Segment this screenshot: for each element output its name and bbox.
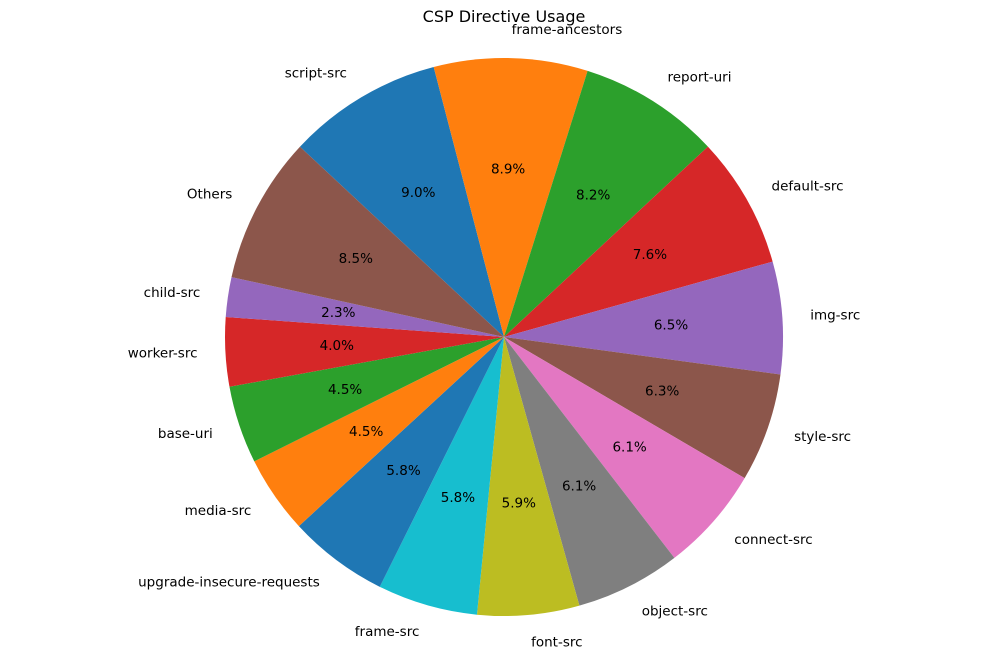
slice-percent-report-uri: 8.2%: [576, 187, 610, 203]
slice-percent-default-src: 7.6%: [633, 247, 667, 263]
slice-percent-frame-ancestors: 8.9%: [491, 162, 525, 178]
slice-percent-base-uri: 4.5%: [328, 382, 362, 398]
slice-label-style-src: style-src: [794, 429, 851, 445]
slice-label-frame-src: frame-src: [355, 624, 420, 640]
slice-object-src: [504, 337, 675, 606]
slice-label-frame-ancestors: frame-ancestors: [512, 22, 623, 38]
slice-child-src: [225, 277, 504, 337]
slice-percent-media-src: 4.5%: [349, 424, 383, 440]
slice-upgrade-insecure-requests: [298, 337, 504, 587]
slice-label-upgrade-insecure-requests: upgrade-insecure-requests: [138, 575, 320, 591]
slice-label-default-src: default-src: [772, 179, 844, 195]
slice-percent-object-src: 6.1%: [562, 479, 596, 495]
slice-percent-img-src: 6.5%: [654, 317, 688, 333]
slice-frame-ancestors: [433, 58, 588, 338]
slice-percent-style-src: 6.3%: [645, 384, 679, 400]
slice-font-src: [476, 337, 580, 617]
slice-connect-src: [504, 337, 745, 558]
slice-label-object-src: object-src: [642, 603, 708, 619]
slice-percent-script-src: 9.0%: [401, 185, 435, 201]
slice-label-img-src: img-src: [810, 308, 860, 324]
slice-percent-worker-src: 4.0%: [320, 338, 354, 354]
slice-label-others: Others: [187, 186, 232, 202]
slice-img-src: [504, 261, 783, 375]
slice-report-uri: [504, 70, 708, 337]
slice-style-src: [504, 337, 781, 479]
slice-percent-font-src: 5.9%: [502, 496, 536, 512]
slice-label-media-src: media-src: [185, 503, 252, 519]
slice-label-script-src: script-src: [285, 65, 347, 81]
slice-percent-child-src: 2.3%: [321, 305, 355, 321]
slice-label-font-src: font-src: [531, 635, 582, 651]
slice-label-connect-src: connect-src: [734, 532, 812, 548]
slice-media-src: [254, 337, 504, 527]
slice-label-report-uri: report-uri: [668, 69, 732, 85]
slice-script-src: [299, 67, 504, 337]
slice-labels: script-src 9.0% frame-ancestors 8.9% report-…: [128, 22, 861, 651]
slice-base-uri: [229, 337, 505, 462]
slice-percent-upgrade-insecure-requests: 5.8%: [386, 463, 420, 479]
slice-label-worker-src: worker-src: [128, 346, 198, 362]
chart-title: CSP Directive Usage: [423, 7, 586, 26]
slice-label-child-src: child-src: [144, 285, 201, 301]
slice-default-src: [504, 146, 773, 337]
slice-others: [231, 146, 504, 337]
slice-label-base-uri: base-uri: [158, 426, 213, 442]
slice-percent-connect-src: 6.1%: [612, 440, 646, 456]
slice-percent-frame-src: 5.8%: [441, 490, 475, 506]
pie-slices: [224, 58, 783, 617]
slice-worker-src: [224, 316, 504, 387]
slice-percent-others: 8.5%: [339, 251, 373, 267]
slice-frame-src: [379, 337, 504, 615]
